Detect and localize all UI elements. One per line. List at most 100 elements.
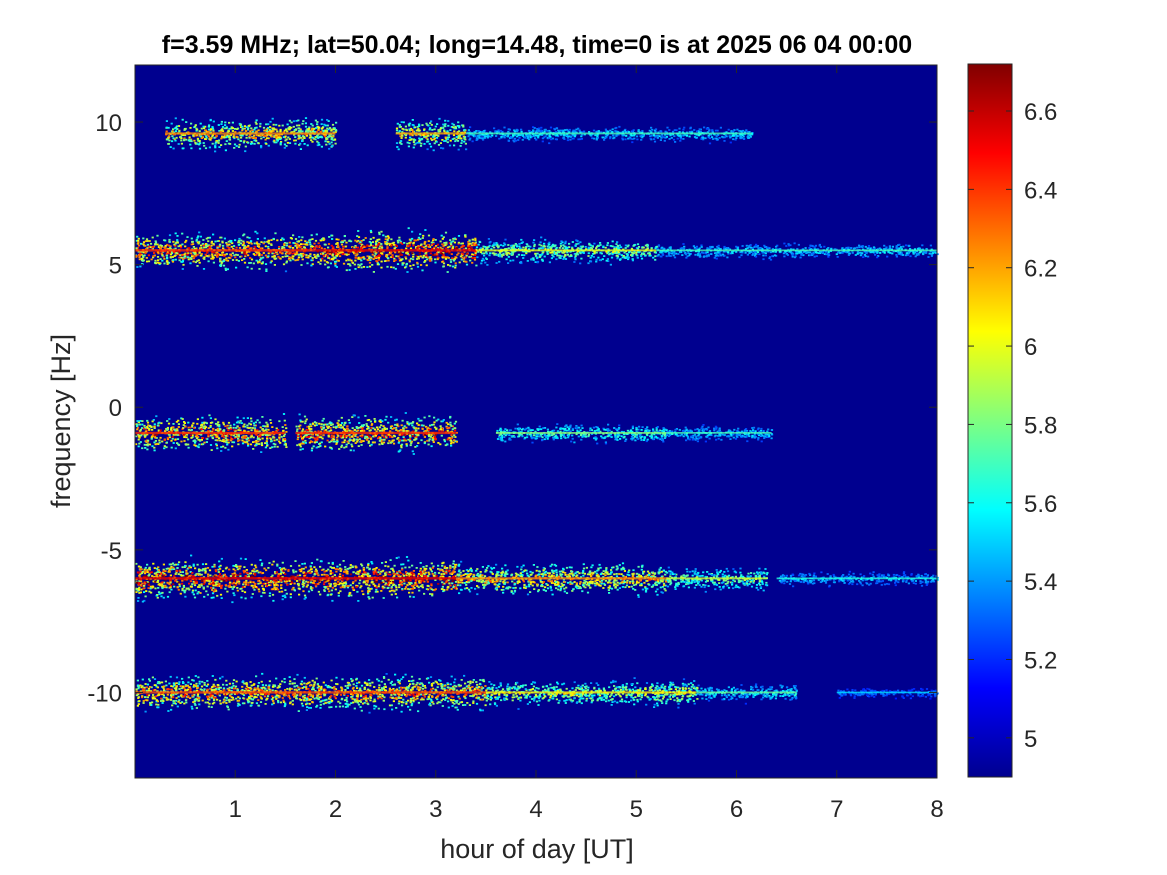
trace-pixel [227, 448, 230, 451]
trace-pixel [725, 247, 728, 249]
trace-pixel [219, 257, 222, 260]
trace-pixel [499, 255, 502, 258]
trace-pixel [374, 242, 378, 245]
trace-pixel [505, 253, 508, 255]
trace-pixel [789, 250, 792, 253]
trace-pixel [322, 254, 325, 257]
trace-pixel [263, 241, 266, 243]
trace-pixel [457, 121, 460, 124]
trace-pixel [746, 130, 749, 133]
trace-pixel [651, 128, 654, 131]
trace-pixel [294, 136, 297, 138]
trace-pixel [321, 127, 324, 129]
trace-pixel [399, 135, 402, 138]
trace-pixel [771, 248, 774, 250]
trace-pixel [551, 250, 554, 253]
trace-pixel [220, 446, 223, 448]
trace-pixel [242, 234, 245, 237]
trace-pixel [503, 136, 506, 139]
trace-pixel [631, 258, 634, 260]
trace-pixel [168, 241, 171, 243]
trace-pixel [140, 253, 143, 256]
trace-pixel [221, 135, 224, 138]
trace-pixel [603, 255, 606, 257]
trace-pixel [484, 257, 488, 260]
trace-pixel [708, 129, 711, 131]
trace-pixel [209, 119, 212, 122]
trace-pixel [260, 137, 263, 140]
trace-pixel [193, 139, 196, 142]
trace-pixel [258, 421, 261, 424]
trace-pixel [150, 437, 153, 440]
trace-pixel [195, 239, 198, 242]
trace-pixel [261, 437, 264, 440]
trace-pixel [319, 130, 322, 133]
trace-pixel [585, 248, 588, 250]
trace-pixel [285, 260, 288, 263]
trace-pixel [475, 244, 478, 246]
trace-pixel [481, 247, 484, 250]
trace-pixel [250, 429, 253, 432]
trace-pixel [408, 260, 411, 263]
trace-pixel [568, 246, 571, 248]
trace-pixel [207, 240, 210, 243]
trace-pixel [238, 427, 241, 429]
trace-pixel [405, 262, 408, 265]
trace-pixel [452, 123, 455, 126]
trace-pixel [788, 250, 791, 253]
trace-pixel [696, 253, 700, 256]
trace-pixel [256, 437, 260, 440]
trace-pixel [404, 125, 407, 128]
trace-pixel [241, 125, 244, 128]
trace-pixel [515, 244, 518, 246]
trace-pixel [188, 136, 191, 139]
trace-pixel [165, 260, 168, 263]
trace-pixel [539, 247, 542, 250]
trace-pixel [458, 261, 461, 264]
trace-pixel [614, 252, 617, 254]
trace-pixel [746, 253, 749, 256]
trace-pixel [597, 130, 600, 132]
trace-pixel [334, 262, 337, 265]
trace-pixel [334, 253, 337, 255]
trace-pixel [213, 251, 216, 254]
trace-pixel [641, 252, 644, 255]
trace-pixel [566, 253, 569, 256]
trace-pixel [135, 239, 138, 242]
trace-pixel [238, 237, 241, 240]
trace-pixel [175, 420, 178, 423]
trace-pixel [900, 246, 903, 248]
trace-pixel [793, 242, 796, 245]
trace-pixel [144, 240, 147, 242]
trace-pixel [255, 254, 258, 256]
trace-pixel [178, 259, 181, 262]
trace-pixel [563, 131, 566, 134]
trace-pixel [257, 260, 260, 263]
trace-pixel [367, 259, 370, 262]
trace-pixel [295, 120, 298, 122]
trace-pixel [559, 129, 562, 132]
trace-pixel [520, 130, 523, 133]
trace-pixel [150, 258, 153, 261]
trace-pixel [684, 252, 687, 254]
trace-pixel [523, 254, 526, 257]
trace-pixel [147, 254, 150, 257]
trace-pixel [209, 426, 212, 428]
trace-pixel [167, 142, 170, 145]
trace-pixel [214, 422, 218, 425]
trace-pixel [221, 435, 224, 438]
trace-pixel [774, 251, 777, 253]
chart-title: f=3.59 MHz; lat=50.04; long=14.48, time=… [162, 31, 912, 59]
trace-pixel [454, 140, 457, 143]
trace-pixel [184, 245, 187, 248]
trace-pixel [596, 136, 599, 139]
trace-pixel [441, 243, 444, 246]
trace-pixel [237, 443, 240, 446]
trace-pixel [906, 254, 909, 256]
trace-pixel [833, 248, 836, 251]
trace-pixel [252, 253, 255, 255]
trace-pixel [386, 246, 389, 248]
trace-pixel [695, 245, 698, 248]
trace-pixel [158, 421, 161, 424]
